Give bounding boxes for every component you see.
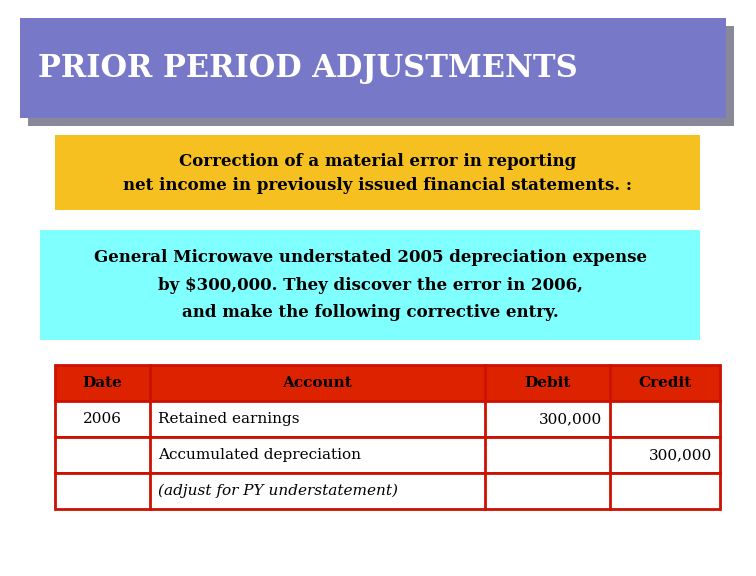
Bar [55,401,720,437]
Bar [20,18,726,118]
Bar [40,230,700,340]
Text: Retained earnings: Retained earnings [158,412,299,426]
Text: net income in previously issued financial statements. :: net income in previously issued financia… [123,177,632,195]
Text: (adjust for PY understatement): (adjust for PY understatement) [158,484,398,498]
Text: 300,000: 300,000 [649,448,712,462]
Text: Account: Account [283,376,352,390]
Text: Credit: Credit [638,376,692,390]
Text: Date: Date [82,376,122,390]
Text: 2006: 2006 [83,412,122,426]
Text: by $300,000. They discover the error in 2006,: by $300,000. They discover the error in … [157,276,583,294]
Bar [55,135,700,210]
Text: Accumulated depreciation: Accumulated depreciation [158,448,361,462]
Text: PRIOR PERIOD ADJUSTMENTS: PRIOR PERIOD ADJUSTMENTS [38,52,578,84]
Text: Debit: Debit [525,376,571,390]
Bar [28,26,734,126]
Bar [55,365,720,401]
Text: General Microwave understated 2005 depreciation expense: General Microwave understated 2005 depre… [94,249,646,266]
Text: 300,000: 300,000 [539,412,602,426]
Text: and make the following corrective entry.: and make the following corrective entry. [181,304,559,321]
Text: Correction of a material error in reporting: Correction of a material error in report… [179,153,576,170]
Bar [55,437,720,473]
Bar [55,473,720,509]
